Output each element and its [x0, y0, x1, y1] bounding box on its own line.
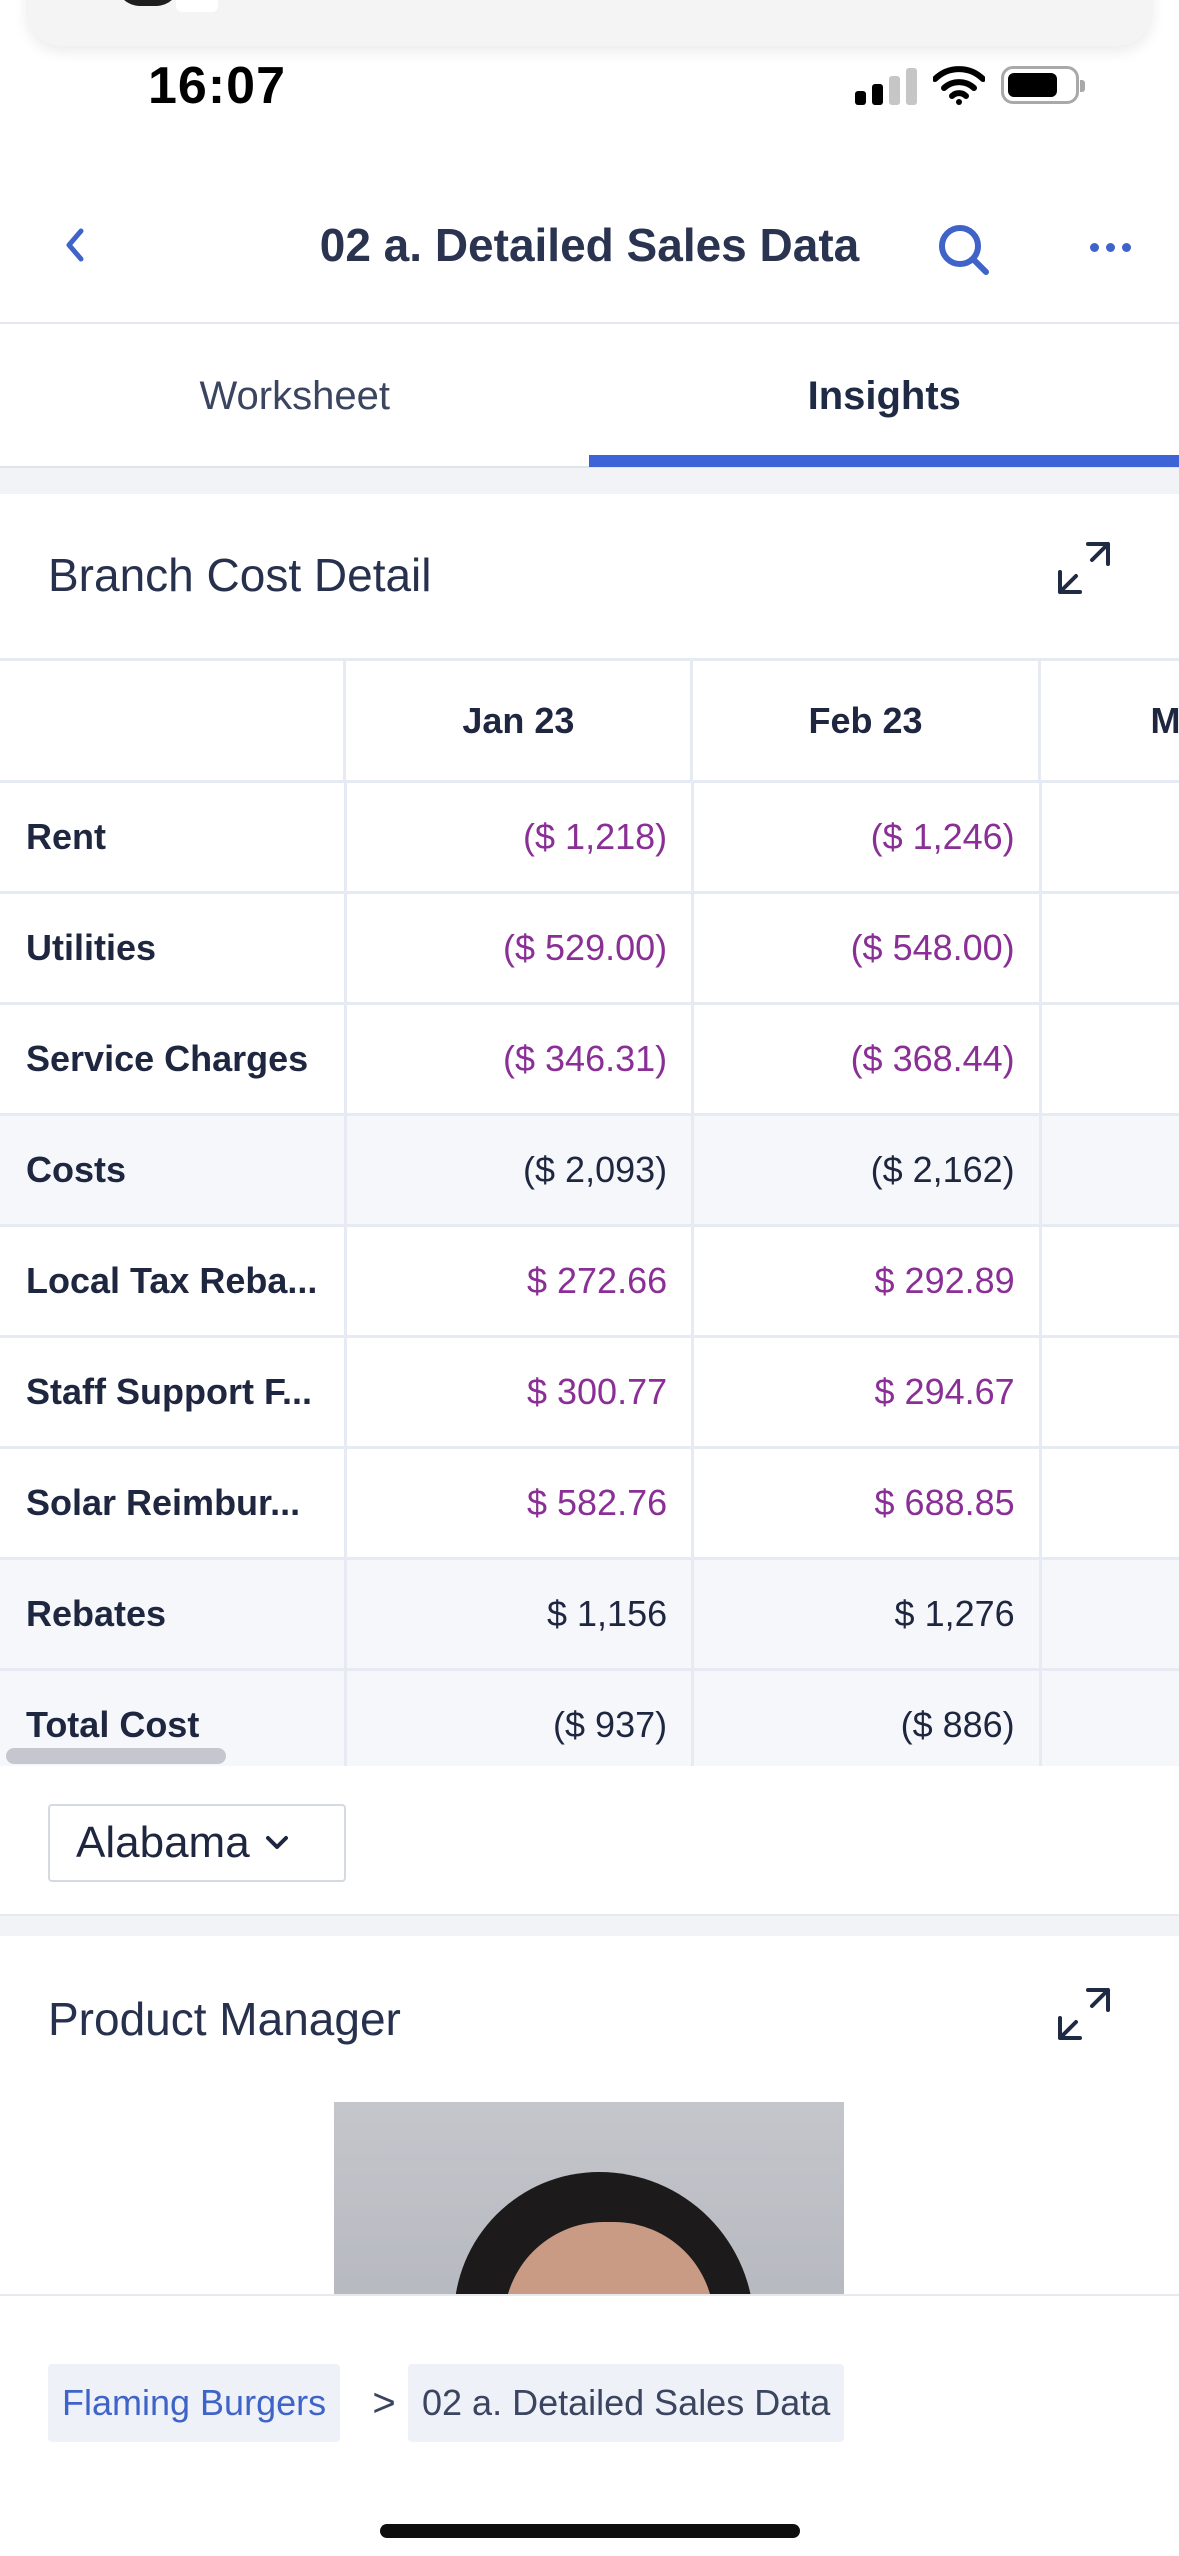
table-cell-truncated — [1042, 783, 1179, 891]
breadcrumb-parent-link[interactable]: Flaming Burgers — [48, 2364, 341, 2442]
table-cell: $ 272.66 — [347, 1227, 695, 1335]
table-row: Local Tax Reba... $ 272.66 $ 292.89 — [0, 1227, 1179, 1338]
row-label: Rent — [0, 783, 347, 891]
table-cell: $ 688.85 — [694, 1449, 1042, 1557]
tab-baseline — [0, 466, 1179, 468]
card-title: Branch Cost Detail — [48, 549, 432, 601]
notification-badge — [176, 0, 218, 12]
row-label: Utilities — [0, 894, 347, 1002]
table-row: Utilities ($ 529.00) ($ 548.00) — [0, 894, 1179, 1005]
status-icons — [855, 62, 1085, 108]
chevron-left-icon — [66, 228, 84, 262]
tab-bar: Worksheet Insights — [0, 324, 1179, 469]
table-row: Service Charges ($ 346.31) ($ 368.44) — [0, 1005, 1179, 1116]
column-header: Feb 23 — [693, 661, 1041, 780]
expand-icon[interactable] — [1054, 1984, 1114, 2044]
status-time: 16:07 — [148, 57, 286, 115]
table-cell: ($ 2,162) — [694, 1116, 1042, 1224]
battery-icon — [1001, 66, 1085, 104]
table-cell: ($ 1,246) — [694, 783, 1042, 891]
app-icon — [116, 0, 180, 6]
breadcrumb-current: 02 a. Detailed Sales Data — [408, 2364, 845, 2442]
table-header-row: Jan 23 Feb 23 M — [0, 661, 1179, 783]
horizontal-scrollbar[interactable] — [6, 1748, 226, 1764]
tab-insights[interactable]: Insights — [807, 374, 961, 418]
table-cell-truncated — [1042, 1560, 1179, 1668]
table-cell: $ 292.89 — [694, 1227, 1042, 1335]
region-dropdown-value: Alabama — [76, 1818, 250, 1867]
table-cell: ($ 2,093) — [347, 1116, 695, 1224]
notification-banner[interactable] — [26, 0, 1153, 46]
table-cell-truncated — [1042, 1671, 1179, 1766]
region-dropdown[interactable]: Alabama — [48, 1804, 346, 1882]
table-cell-truncated — [1042, 1449, 1179, 1557]
wifi-icon — [933, 66, 985, 105]
table-row-subtotal: Costs ($ 2,093) ($ 2,162) — [0, 1116, 1179, 1227]
row-label: Costs — [0, 1116, 347, 1224]
search-button[interactable] — [934, 220, 994, 280]
table-cell: ($ 529.00) — [347, 894, 695, 1002]
table-cell: ($ 886) — [694, 1671, 1042, 1766]
row-label: Local Tax Reba... — [0, 1227, 347, 1335]
table-cell-truncated — [1042, 894, 1179, 1002]
table-cell: $ 1,276 — [694, 1560, 1042, 1668]
back-button[interactable] — [50, 220, 100, 270]
table-cell: $ 294.67 — [694, 1338, 1042, 1446]
row-label: Rebates — [0, 1560, 347, 1668]
table-row: Staff Support F... $ 300.77 $ 294.67 — [0, 1338, 1179, 1449]
tab-worksheet[interactable]: Worksheet — [199, 374, 390, 418]
header-divider — [0, 322, 1179, 324]
card-title: Product Manager — [48, 1993, 401, 2045]
table-row: Rent ($ 1,218) ($ 1,246) — [0, 783, 1179, 894]
column-header: Jan 23 — [346, 661, 694, 780]
table-row: Solar Reimbur... $ 582.76 $ 688.85 — [0, 1449, 1179, 1560]
table-cell: $ 300.77 — [347, 1338, 695, 1446]
row-label: Total Cost — [0, 1671, 347, 1766]
table-cell: ($ 937) — [347, 1671, 695, 1766]
home-indicator[interactable] — [380, 2524, 800, 2538]
table-cell: ($ 346.31) — [347, 1005, 695, 1113]
navigation-bar: 02 a. Detailed Sales Data — [0, 170, 1179, 324]
row-label: Solar Reimbur... — [0, 1449, 347, 1557]
more-options-button[interactable] — [1080, 222, 1140, 272]
table-cell-truncated — [1042, 1227, 1179, 1335]
branch-cost-card: Branch Cost Detail Jan 23 Feb 23 M Rent … — [0, 494, 1179, 1916]
table-cell-truncated — [1042, 1005, 1179, 1113]
column-header: M — [1041, 661, 1179, 780]
table-cell: ($ 1,218) — [347, 783, 695, 891]
cellular-signal-icon — [855, 65, 917, 105]
table-cell: $ 1,156 — [347, 1560, 695, 1668]
table-cell: ($ 548.00) — [694, 894, 1042, 1002]
row-label: Service Charges — [0, 1005, 347, 1113]
active-tab-indicator — [589, 455, 1179, 467]
breadcrumb: Flaming Burgers > 02 a. Detailed Sales D… — [0, 2294, 1179, 2556]
expand-icon[interactable] — [1054, 538, 1114, 598]
table-row-subtotal: Rebates $ 1,156 $ 1,276 — [0, 1560, 1179, 1671]
table-cell: $ 582.76 — [347, 1449, 695, 1557]
section-gap — [0, 1916, 1179, 1936]
table-cell-truncated — [1042, 1338, 1179, 1446]
header-corner — [0, 661, 347, 780]
manager-photo — [334, 2102, 844, 2296]
page-title: 02 a. Detailed Sales Data — [319, 219, 860, 271]
breadcrumb-separator: > — [372, 2380, 396, 2425]
chevron-down-icon — [265, 1836, 288, 1849]
table-cell: ($ 368.44) — [694, 1005, 1042, 1113]
cost-table[interactable]: Jan 23 Feb 23 M Rent ($ 1,218) ($ 1,246)… — [0, 658, 1179, 1766]
row-label: Staff Support F... — [0, 1338, 347, 1446]
section-gap — [0, 468, 1179, 494]
product-manager-card: Product Manager — [0, 1936, 1179, 2296]
table-cell-truncated — [1042, 1116, 1179, 1224]
search-icon — [939, 225, 989, 275]
